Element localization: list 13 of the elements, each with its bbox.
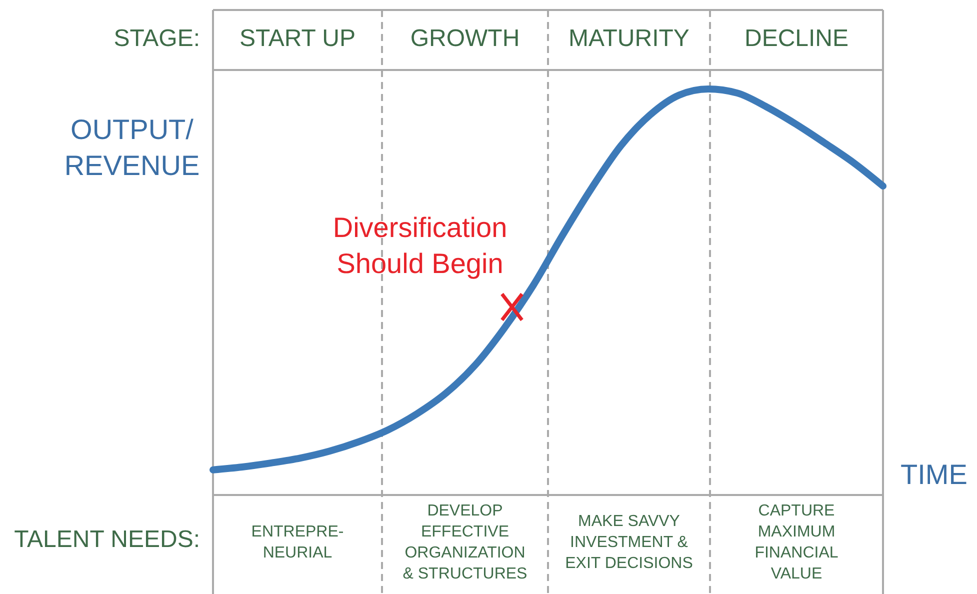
text: GROWTH <box>410 25 520 52</box>
text: STAGE: <box>114 25 200 52</box>
text: TALENT NEEDS: <box>14 526 200 554</box>
text: CAPTURE MAXIMUM FINANCIAL VALUE <box>754 502 838 583</box>
x-axis-title: TIME <box>900 459 968 490</box>
text: MAKE SAVVY INVESTMENT & EXIT DECISIONS <box>565 513 693 572</box>
text: MATURITY <box>568 25 690 52</box>
annotation: Diversification Should Begin <box>332 212 508 280</box>
text: DECLINE <box>744 25 849 52</box>
text: ENTREPRE- NEURIAL <box>251 524 344 562</box>
text: DEVELOP EFFECTIVE ORGANIZATION & STRUCTURES <box>402 502 528 583</box>
y-axis-title: OUTPUT/ REVENUE <box>64 114 200 182</box>
text: START UP <box>239 25 356 52</box>
